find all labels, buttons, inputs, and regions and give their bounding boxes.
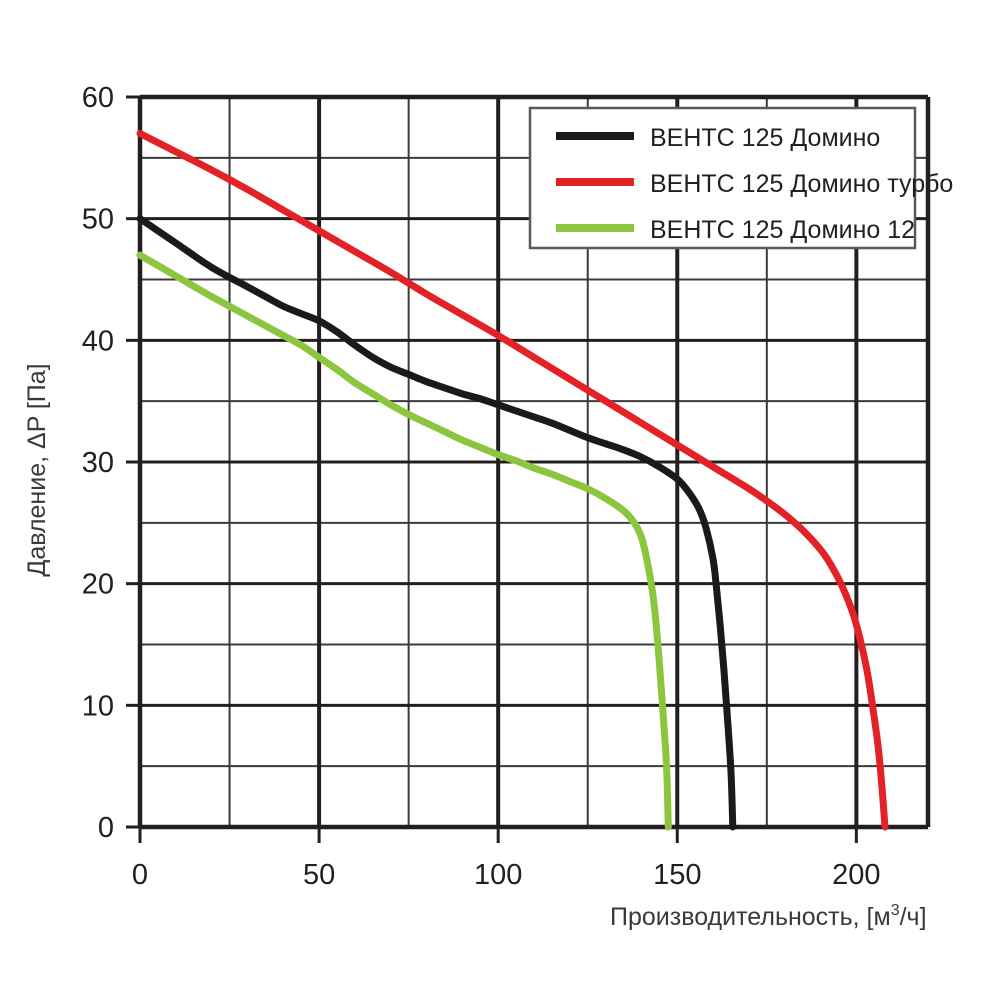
legend-label-0: ВЕНТС 125 Домино bbox=[650, 124, 880, 152]
y-tick-label: 0 bbox=[98, 812, 114, 844]
x-tick-label: 50 bbox=[303, 859, 335, 891]
series-line-0 bbox=[136, 215, 737, 831]
x-axis-title-main: Производительность, [м bbox=[610, 903, 891, 931]
x-tick-label: 200 bbox=[832, 859, 880, 891]
y-axis-title-text: Давление, ΔP [Па] bbox=[23, 363, 51, 576]
y-tick-label: 30 bbox=[82, 447, 114, 479]
y-tick-label: 20 bbox=[82, 569, 114, 601]
x-tick-label: 0 bbox=[132, 859, 148, 891]
y-axis-title: Давление, ΔP [Па] bbox=[23, 363, 51, 576]
axis-ticks bbox=[126, 95, 858, 843]
series-line-1 bbox=[136, 130, 889, 831]
legend: ВЕНТС 125 Домино ВЕНТС 125 Домино турбо ВЕ… bbox=[528, 106, 953, 250]
x-axis-title: Производительность, [м3/ч] bbox=[610, 902, 927, 931]
x-axis-title-superscript: 3 bbox=[891, 902, 900, 919]
data-series-group bbox=[136, 130, 889, 831]
x-tick-labels: 0 50 100 150 200 bbox=[132, 859, 881, 891]
y-tick-labels: 0 10 20 30 40 50 60 bbox=[82, 82, 114, 844]
legend-label-2: ВЕНТС 125 Домино 12 bbox=[650, 216, 915, 244]
x-axis-title-text: Производительность, [м3/ч] bbox=[610, 902, 927, 931]
x-axis-title-tail: /ч] bbox=[900, 903, 927, 931]
x-tick-label: 150 bbox=[653, 859, 701, 891]
series-line-2 bbox=[136, 251, 672, 831]
y-tick-label: 10 bbox=[82, 690, 114, 722]
legend-label-1: ВЕНТС 125 Домино турбо bbox=[650, 170, 953, 198]
x-tick-label: 100 bbox=[474, 859, 522, 891]
y-tick-label: 60 bbox=[82, 82, 114, 114]
y-tick-label: 40 bbox=[82, 325, 114, 357]
legend-entries: ВЕНТС 125 Домино ВЕНТС 125 Домино турбо ВЕ… bbox=[556, 124, 953, 244]
y-tick-label: 50 bbox=[82, 204, 114, 236]
